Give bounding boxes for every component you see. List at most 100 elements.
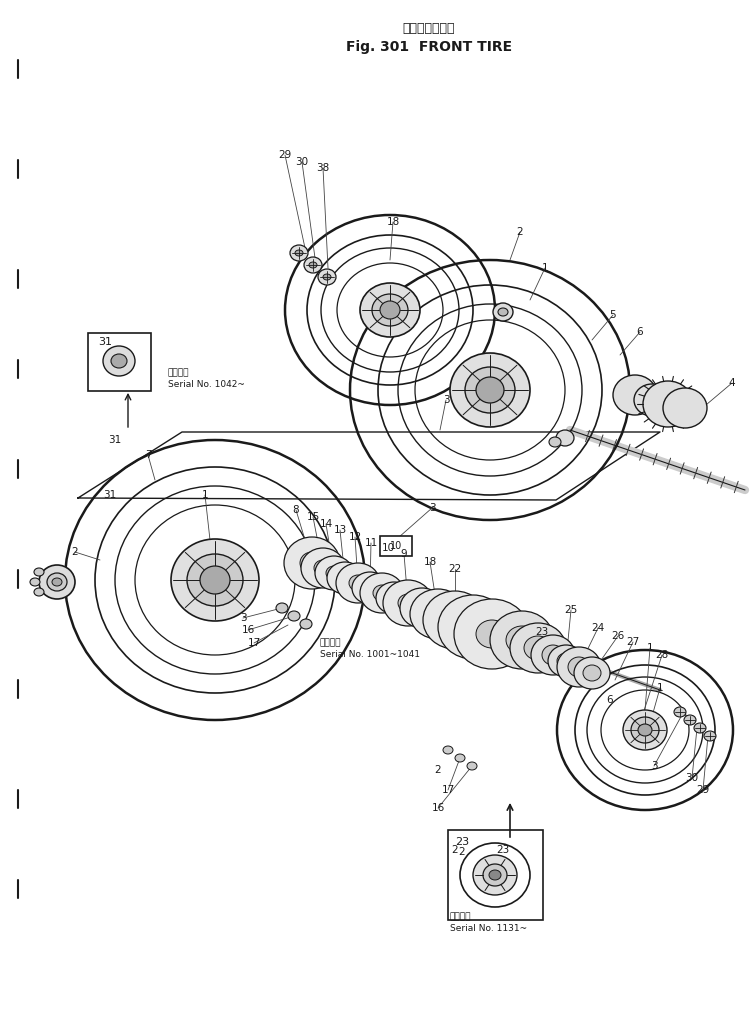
- Ellipse shape: [498, 308, 508, 316]
- Bar: [448, 830, 543, 920]
- Ellipse shape: [426, 603, 450, 625]
- Ellipse shape: [288, 611, 300, 620]
- Ellipse shape: [360, 283, 420, 338]
- Text: 13: 13: [333, 525, 347, 535]
- Text: 2: 2: [459, 847, 465, 857]
- Text: 29: 29: [696, 785, 710, 795]
- Text: 1: 1: [656, 683, 663, 693]
- Ellipse shape: [506, 626, 538, 654]
- Ellipse shape: [413, 600, 431, 616]
- Text: 31: 31: [103, 490, 117, 500]
- Ellipse shape: [315, 556, 353, 590]
- Ellipse shape: [326, 566, 342, 580]
- Text: 27: 27: [626, 637, 640, 647]
- Ellipse shape: [438, 595, 508, 659]
- Ellipse shape: [363, 582, 377, 594]
- Ellipse shape: [663, 388, 707, 428]
- Text: 6: 6: [637, 327, 643, 338]
- Text: 22: 22: [448, 564, 462, 574]
- Ellipse shape: [52, 578, 62, 586]
- Text: 25: 25: [564, 605, 578, 615]
- Ellipse shape: [455, 754, 465, 762]
- Text: 17: 17: [247, 638, 261, 648]
- Ellipse shape: [284, 537, 340, 589]
- Ellipse shape: [410, 589, 466, 639]
- Ellipse shape: [47, 573, 67, 591]
- Ellipse shape: [454, 599, 530, 669]
- Ellipse shape: [327, 562, 363, 594]
- Ellipse shape: [694, 723, 706, 733]
- Ellipse shape: [338, 572, 352, 584]
- Ellipse shape: [613, 375, 657, 415]
- Text: 18: 18: [387, 217, 399, 227]
- Ellipse shape: [301, 548, 345, 588]
- Ellipse shape: [493, 303, 513, 321]
- Ellipse shape: [450, 353, 530, 427]
- Ellipse shape: [304, 257, 322, 273]
- Ellipse shape: [373, 586, 391, 601]
- Text: 7: 7: [144, 450, 151, 460]
- Bar: [380, 536, 412, 556]
- Ellipse shape: [548, 645, 584, 677]
- Text: 6: 6: [607, 695, 614, 705]
- Ellipse shape: [376, 582, 412, 614]
- Ellipse shape: [400, 588, 444, 628]
- Ellipse shape: [309, 262, 317, 268]
- Ellipse shape: [200, 566, 230, 594]
- Ellipse shape: [352, 572, 388, 604]
- Ellipse shape: [568, 657, 590, 677]
- Ellipse shape: [314, 560, 332, 576]
- Text: 30: 30: [685, 773, 699, 783]
- Text: 31: 31: [98, 338, 112, 347]
- Text: 10: 10: [390, 541, 402, 551]
- Ellipse shape: [476, 377, 504, 403]
- Text: 3: 3: [429, 503, 435, 513]
- Text: 2: 2: [435, 765, 441, 775]
- Ellipse shape: [549, 437, 561, 447]
- Ellipse shape: [34, 588, 44, 596]
- Ellipse shape: [638, 724, 652, 736]
- Ellipse shape: [524, 636, 552, 660]
- Ellipse shape: [473, 855, 517, 895]
- Text: 9: 9: [401, 549, 408, 559]
- Ellipse shape: [443, 746, 453, 754]
- Ellipse shape: [34, 568, 44, 576]
- Ellipse shape: [423, 591, 487, 649]
- Text: 23: 23: [455, 837, 469, 847]
- Text: 26: 26: [611, 631, 625, 641]
- Text: 11: 11: [365, 538, 378, 548]
- Text: Fig. 301  FRONT TIRE: Fig. 301 FRONT TIRE: [346, 40, 511, 54]
- Text: 16: 16: [241, 625, 255, 635]
- Text: フロントタイヤ: フロントタイヤ: [402, 22, 455, 35]
- Text: 適用号番
Serial No. 1131~: 適用号番 Serial No. 1131~: [450, 912, 527, 933]
- Ellipse shape: [623, 710, 667, 750]
- Text: 2: 2: [517, 227, 523, 237]
- Text: 17: 17: [441, 785, 455, 795]
- Ellipse shape: [336, 563, 380, 603]
- Ellipse shape: [360, 573, 404, 613]
- Text: 14: 14: [320, 519, 332, 529]
- Ellipse shape: [631, 717, 659, 743]
- Ellipse shape: [295, 250, 303, 256]
- Ellipse shape: [300, 619, 312, 629]
- Text: 23: 23: [535, 627, 549, 637]
- Text: 24: 24: [591, 623, 605, 633]
- Ellipse shape: [510, 623, 566, 673]
- Ellipse shape: [476, 620, 508, 648]
- Ellipse shape: [583, 665, 601, 681]
- Text: 15: 15: [306, 512, 320, 522]
- Ellipse shape: [349, 575, 367, 591]
- Text: 12: 12: [348, 532, 362, 542]
- Text: 38: 38: [317, 163, 329, 173]
- Ellipse shape: [674, 707, 686, 717]
- Text: 適用号番
Serial No. 1042~: 適用号番 Serial No. 1042~: [168, 368, 245, 389]
- Text: 1: 1: [541, 263, 548, 273]
- Text: 30: 30: [296, 157, 308, 167]
- Text: 28: 28: [656, 650, 669, 660]
- Ellipse shape: [574, 657, 610, 689]
- Text: 2: 2: [71, 547, 78, 557]
- Ellipse shape: [290, 245, 308, 261]
- Ellipse shape: [489, 870, 501, 880]
- Text: 29: 29: [278, 150, 292, 159]
- Ellipse shape: [398, 594, 418, 612]
